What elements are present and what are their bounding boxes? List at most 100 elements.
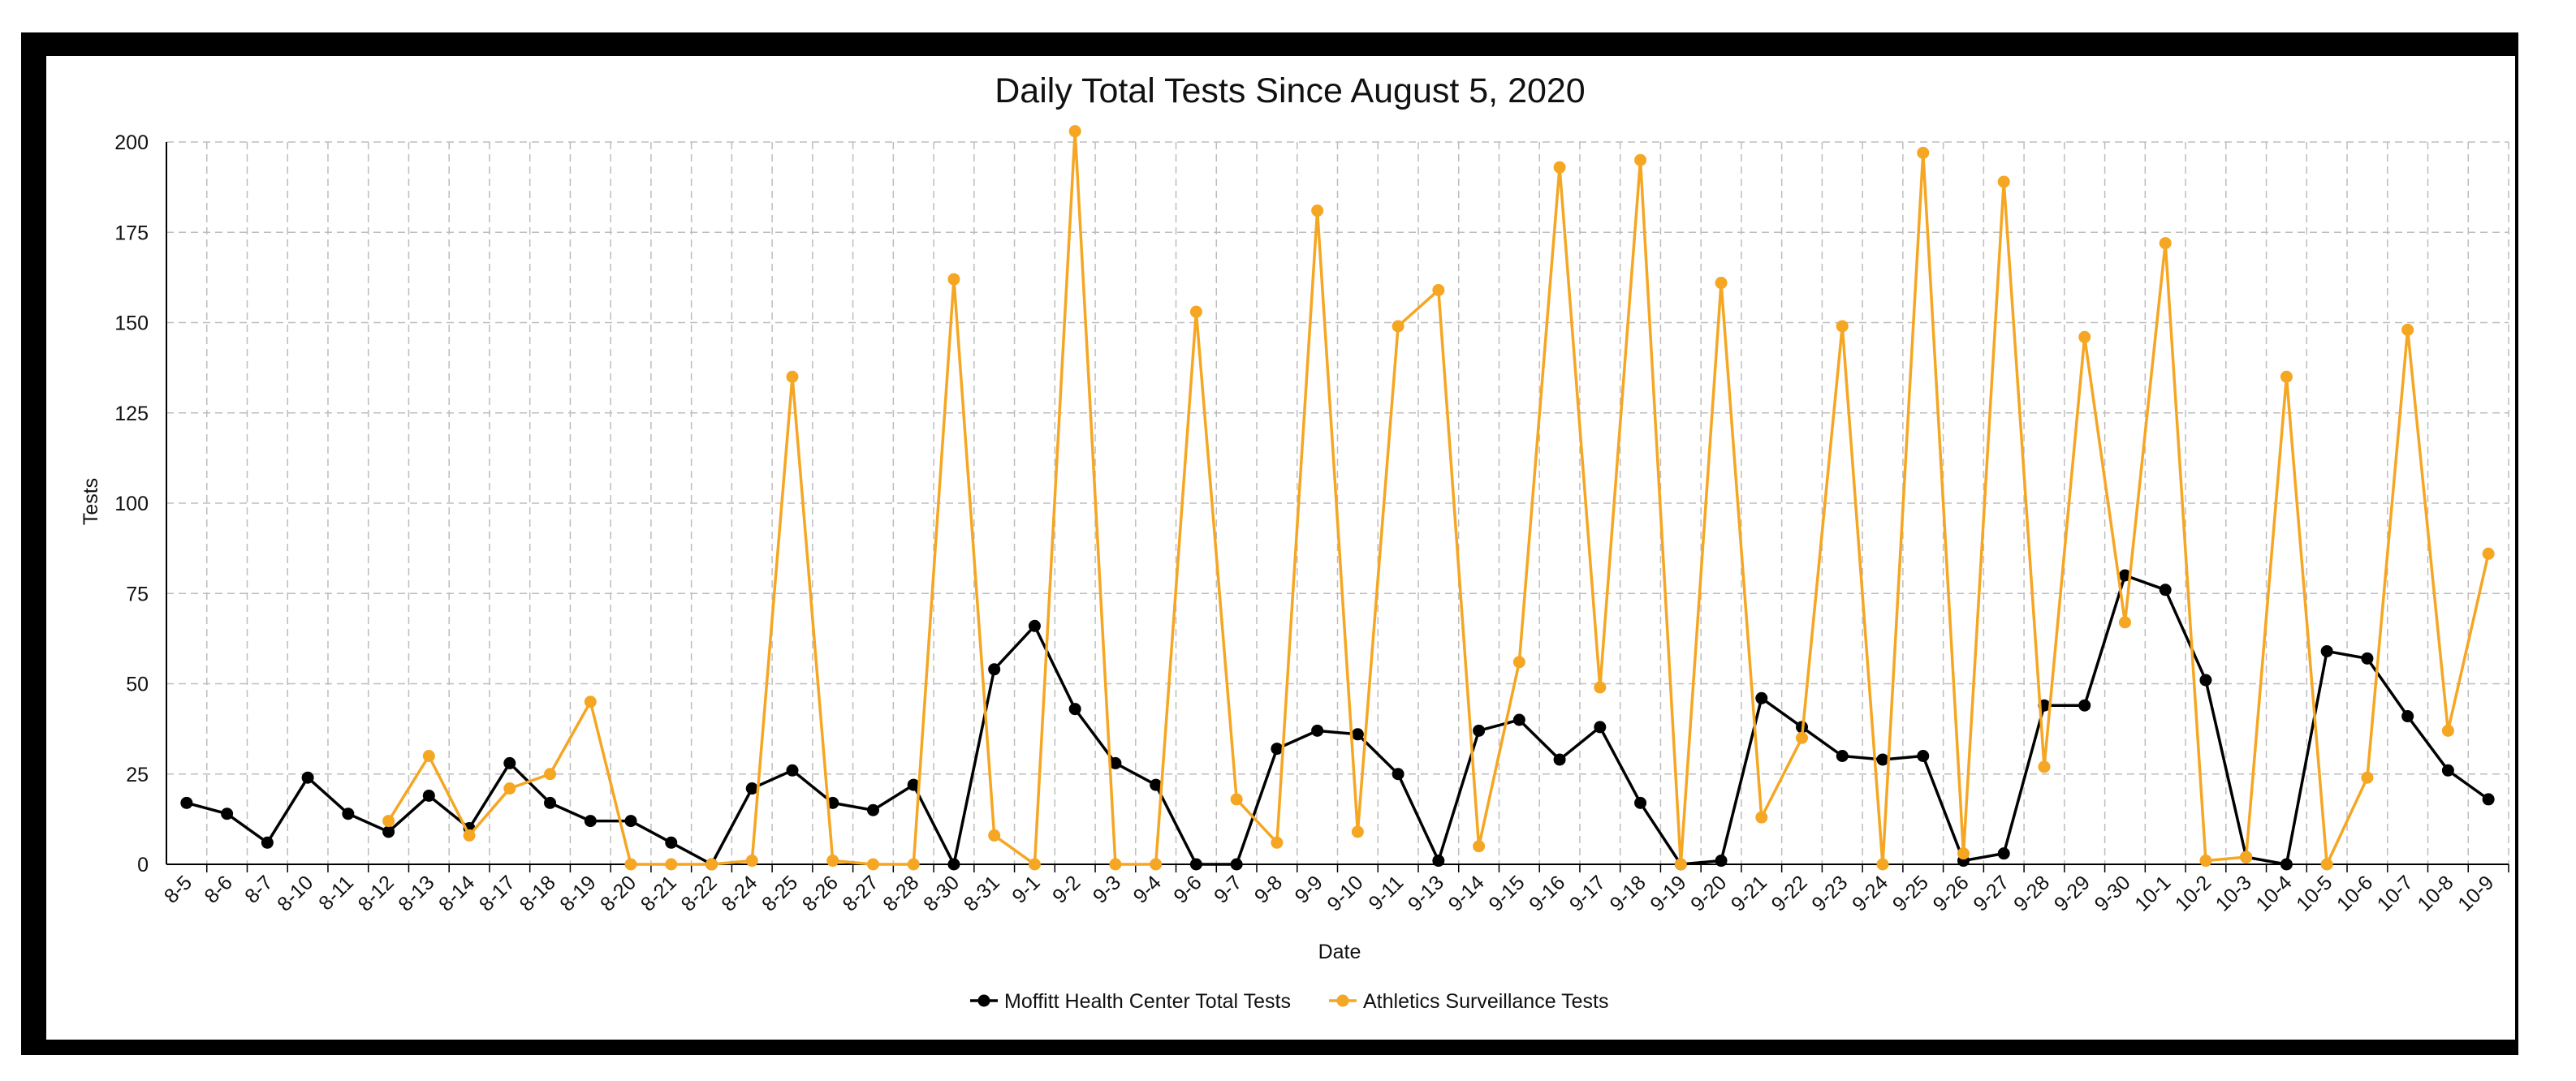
- data-point: [1755, 811, 1768, 824]
- data-point: [907, 778, 920, 791]
- data-point: [665, 836, 678, 849]
- x-tick-label: 10-9: [2453, 871, 2498, 915]
- data-point: [1351, 825, 1364, 838]
- chart-title: Daily Total Tests Since August 5, 2020: [995, 71, 1585, 110]
- x-tick-label: 9-1: [1008, 871, 1044, 907]
- x-tick-label: 10-2: [2171, 871, 2216, 915]
- data-point: [1311, 724, 1324, 737]
- data-point: [624, 858, 637, 871]
- data-point: [1150, 858, 1163, 871]
- data-point: [1189, 305, 1202, 318]
- data-point: [2199, 674, 2212, 687]
- x-tick-label: 8-17: [475, 871, 520, 915]
- data-point: [988, 829, 1001, 842]
- x-tick-label: 9-7: [1210, 871, 1246, 907]
- x-tick-label: 9-19: [1646, 871, 1690, 915]
- data-point: [261, 836, 274, 849]
- x-tick-label: 8-7: [240, 871, 277, 907]
- x-tick-label: 8-10: [273, 871, 317, 915]
- data-point: [503, 782, 516, 795]
- x-tick-label: 9-28: [2009, 871, 2054, 915]
- x-tick-label: 10-8: [2413, 871, 2457, 915]
- x-tick-label: 8-19: [555, 871, 600, 915]
- data-point: [2280, 370, 2293, 383]
- legend-marker-swatch: [1336, 994, 1349, 1007]
- x-tick-label: 8-5: [160, 871, 196, 907]
- x-tick-label: 8-30: [919, 871, 964, 915]
- x-tick-label: 9-22: [1767, 871, 1812, 915]
- x-tick-label: 9-24: [1848, 871, 1892, 915]
- x-tick-label: 10-6: [2332, 871, 2377, 915]
- x-tick-label: 9-20: [1686, 871, 1731, 915]
- x-tick-label: 9-25: [1888, 871, 1933, 915]
- data-point: [422, 750, 435, 762]
- data-point: [1432, 855, 1445, 868]
- data-point: [1432, 283, 1445, 296]
- data-point: [1594, 721, 1607, 734]
- x-tick-label: 9-27: [1969, 871, 2013, 915]
- data-point: [2038, 760, 2051, 773]
- gridlines: [166, 141, 2509, 864]
- data-point: [1311, 205, 1324, 217]
- data-point: [503, 756, 516, 769]
- data-point: [584, 815, 597, 828]
- x-tick-label: 8-20: [596, 871, 641, 915]
- data-point: [624, 815, 637, 828]
- legend: Moffitt Health Center Total Tests Athleti…: [970, 990, 1608, 1013]
- y-tick-label: 75: [126, 583, 149, 605]
- data-point: [866, 803, 879, 816]
- x-tick-label: 8-11: [314, 871, 358, 915]
- series-2: [382, 125, 2495, 871]
- series-line: [387, 129, 2490, 866]
- data-point: [2361, 771, 2374, 784]
- chart-panel: [46, 56, 2515, 1040]
- data-point: [866, 858, 879, 871]
- data-point: [1392, 320, 1405, 333]
- data-point: [301, 771, 314, 784]
- data-point: [1997, 175, 2010, 188]
- data-point: [1230, 858, 1243, 871]
- data-point: [1876, 753, 1889, 766]
- data-point: [1189, 858, 1202, 871]
- x-tick-label: 9-23: [1807, 871, 1852, 915]
- x-tick-label: 8-13: [394, 871, 438, 915]
- data-point: [2320, 858, 2333, 871]
- data-point: [1553, 161, 1566, 174]
- x-tick-label: 8-18: [516, 871, 560, 915]
- data-point: [544, 796, 557, 809]
- data-point: [1997, 847, 2010, 860]
- data-point: [382, 825, 395, 838]
- data-point: [1271, 836, 1284, 849]
- x-tick-label: 9-2: [1048, 871, 1085, 907]
- data-point: [2118, 569, 2131, 582]
- y-tick-label: 175: [114, 222, 149, 244]
- y-tick-label: 200: [114, 131, 149, 154]
- data-point: [1150, 778, 1163, 791]
- x-tick-label: 9-4: [1129, 871, 1166, 907]
- series-line: [186, 574, 2490, 866]
- x-tick-label: 9-16: [1525, 871, 1569, 915]
- data-point: [221, 808, 234, 820]
- data-point: [1876, 858, 1889, 871]
- x-tick-label: 9-8: [1250, 871, 1287, 907]
- x-tick-label: 8-26: [798, 871, 843, 915]
- data-point: [1512, 656, 1525, 669]
- series-1: [180, 569, 2495, 871]
- data-point: [422, 789, 435, 802]
- data-point: [2118, 616, 2131, 629]
- legend-item: Moffitt Health Center Total Tests: [970, 990, 1291, 1013]
- data-point: [786, 764, 799, 777]
- data-point: [1917, 146, 1930, 159]
- data-point: [1553, 753, 1566, 766]
- data-point: [1028, 858, 1041, 871]
- x-tick-label: 9-29: [2050, 871, 2095, 915]
- data-point: [2078, 699, 2091, 712]
- x-tick-label: 10-5: [2292, 871, 2337, 915]
- x-tick-label: 9-6: [1169, 871, 1206, 907]
- data-point: [947, 858, 960, 871]
- data-point: [1068, 703, 1081, 716]
- data-point: [1796, 731, 1809, 744]
- x-tick-label: 9-3: [1089, 871, 1125, 907]
- x-tick-label: 9-17: [1565, 871, 1610, 915]
